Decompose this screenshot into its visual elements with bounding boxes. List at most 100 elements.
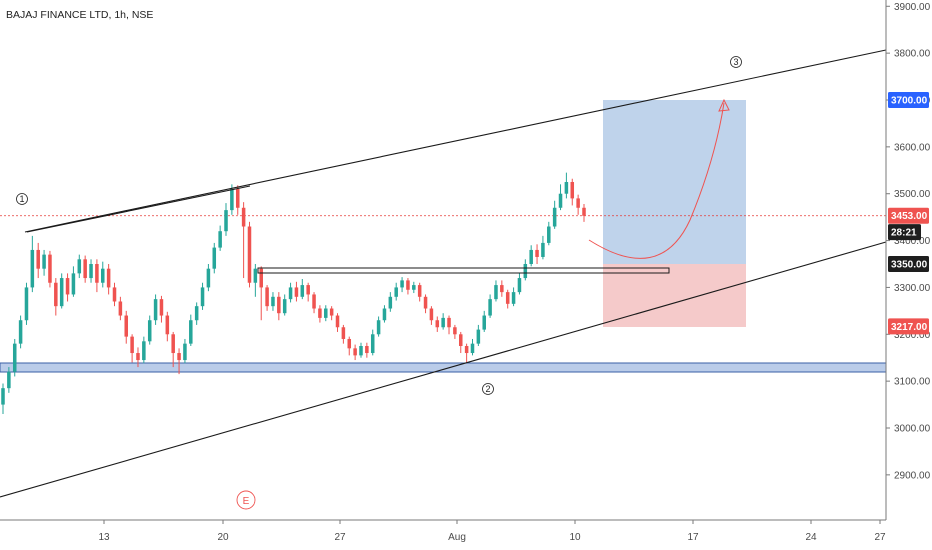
- price-tick-label: 3600.00: [894, 142, 931, 153]
- price-tag[interactable]: [888, 318, 929, 335]
- candle-body: [535, 249, 539, 257]
- drawings: [0, 49, 887, 498]
- price-tag-label: 3350.00: [891, 260, 928, 271]
- candle-body: [206, 268, 211, 288]
- resistance-rectangle[interactable]: [257, 267, 670, 274]
- price-tag[interactable]: [888, 224, 921, 241]
- candle-body: [48, 254, 52, 283]
- wave-labels: 1 2 3: [16, 56, 742, 395]
- candle-body: [259, 268, 263, 288]
- price-tick-label: 3100.00: [894, 377, 931, 388]
- price-tick-label: 3500.00: [894, 189, 931, 200]
- candle-body: [136, 353, 140, 361]
- price-tag[interactable]: [888, 92, 929, 108]
- candle-body: [564, 182, 569, 194]
- candle-body: [265, 287, 269, 307]
- candle-body: [54, 282, 58, 307]
- price-tag[interactable]: [888, 207, 929, 224]
- candle-body: [142, 341, 146, 361]
- candle-body: [482, 315, 486, 330]
- candle-body: [212, 247, 217, 269]
- chart-title: BAJAJ FINANCE LTD, 1h, NSE: [6, 9, 153, 21]
- candle-body: [271, 296, 275, 307]
- candle-body: [417, 285, 422, 297]
- projection-arrowhead: [718, 98, 730, 112]
- time-tick-label: 27: [874, 532, 886, 543]
- candle-body: [412, 285, 416, 290]
- candle-body: [159, 299, 164, 316]
- candle-body: [218, 231, 222, 248]
- candle-body: [476, 329, 481, 344]
- wave-marker-1[interactable]: [16, 193, 28, 205]
- candle-body: [423, 296, 428, 309]
- candle-body: [517, 278, 522, 293]
- price-tag-label: 3453.00: [891, 211, 928, 222]
- price-tag-label: 3700.00: [891, 96, 928, 107]
- channel-upper-line[interactable]: [24, 49, 887, 233]
- candle-body: [558, 193, 563, 208]
- candle-body: [552, 207, 557, 227]
- time-tick-label: Aug: [448, 532, 466, 543]
- price-tick-label: 3900.00: [894, 2, 931, 13]
- candle-body: [335, 315, 340, 328]
- candle-body: [71, 273, 76, 295]
- candle-body: [112, 287, 117, 302]
- wave-marker-2[interactable]: [482, 383, 494, 395]
- candle-body: [282, 299, 287, 314]
- price-tick-label: 2900.00: [894, 470, 931, 481]
- event-marker[interactable]: E: [236, 490, 256, 510]
- candle-body: [59, 278, 64, 307]
- time-axis[interactable]: 13 20 27 Aug 10 17 24 27: [98, 520, 886, 543]
- candle-body: [505, 292, 510, 304]
- peak-connector-line[interactable]: [26, 185, 251, 233]
- support-band[interactable]: [0, 362, 887, 373]
- candle-body: [241, 207, 246, 227]
- target-zone[interactable]: [603, 100, 746, 264]
- candle-body: [365, 346, 369, 354]
- candle-body: [576, 198, 580, 208]
- candle-body: [470, 343, 475, 354]
- wave-label-3: 3: [733, 57, 738, 67]
- candle-body: [200, 287, 205, 307]
- candle-body: [230, 189, 234, 211]
- candle-body: [294, 287, 299, 297]
- candle-body: [394, 287, 398, 297]
- channel-lower-line[interactable]: [0, 241, 887, 498]
- candles: [1, 172, 586, 414]
- candle-body: [447, 317, 451, 328]
- price-tag-label: 3217.00: [891, 322, 928, 333]
- candle-body: [42, 254, 46, 269]
- candle-body: [24, 287, 29, 321]
- wave-label-1: 1: [19, 194, 24, 204]
- candle-body: [165, 315, 170, 335]
- candle-body: [130, 336, 134, 354]
- time-tick-label: 17: [687, 532, 699, 543]
- candle-body: [435, 320, 440, 328]
- time-tick-label: 24: [805, 532, 817, 543]
- time-tick-label: 10: [569, 532, 581, 543]
- candle-body: [288, 287, 293, 300]
- candle-body: [353, 348, 357, 356]
- candle-body: [324, 308, 328, 318]
- candle-body: [224, 210, 228, 232]
- candle-body: [89, 264, 93, 279]
- candle-body: [429, 308, 434, 321]
- time-tick-label: 27: [334, 532, 346, 543]
- candle-body: [118, 301, 123, 316]
- candle-body: [464, 346, 469, 354]
- wave-marker-3[interactable]: [730, 56, 742, 68]
- candle-body: [7, 371, 11, 389]
- projection-curve[interactable]: [588, 102, 725, 259]
- candle-body: [83, 259, 87, 279]
- candle-body: [18, 320, 23, 344]
- time-axis-background: [0, 520, 932, 550]
- price-tag[interactable]: [888, 256, 929, 272]
- candle-body: [406, 280, 410, 290]
- event-marker-circle: [236, 490, 256, 510]
- candle-body: [458, 334, 463, 346]
- candle-body: [95, 264, 99, 283]
- candle-body: [306, 285, 310, 295]
- price-tick-label: 3200.00: [894, 330, 931, 341]
- candle-body: [194, 306, 199, 321]
